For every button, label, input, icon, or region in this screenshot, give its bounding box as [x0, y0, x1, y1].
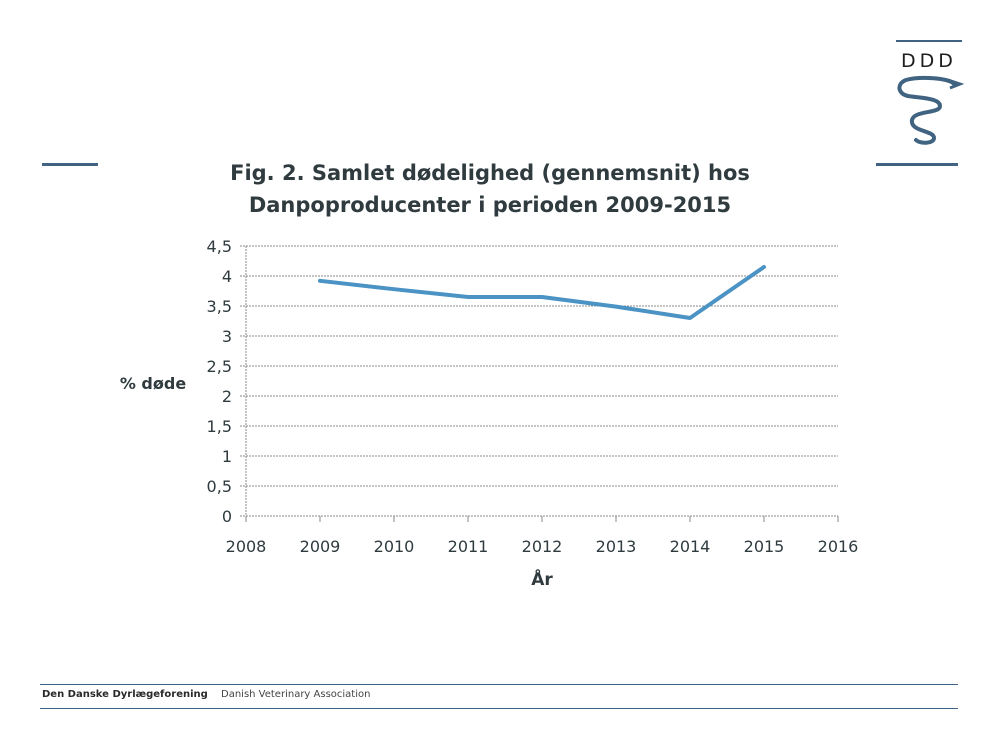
logo-top-bar — [896, 40, 962, 42]
x-axis-ticks: 2008 2009 2010 2011 2012 2013 2014 2015 2016 — [226, 516, 859, 556]
chart-title: Fig. 2. Samlet dødelighed (gennemsnit) h… — [230, 161, 750, 217]
y-axis-label: % døde — [120, 374, 187, 393]
x-tick-label: 2016 — [818, 537, 859, 556]
footer-org-name: Den Danske Dyrlægeforening — [42, 689, 208, 700]
y-tick-label: 1 — [222, 447, 232, 466]
x-tick-label: 2009 — [300, 537, 341, 556]
series-group — [318, 265, 766, 320]
y-tick-label: 2 — [222, 387, 232, 406]
serpent-eye-icon — [948, 80, 952, 84]
decorative-rule-right — [876, 163, 958, 166]
gridlines — [240, 245, 838, 517]
y-axis-ticks: 0 0,5 1 1,5 2 2,5 3 3,5 4 4,5 — [207, 237, 232, 526]
footer-rule-top — [40, 684, 958, 685]
y-tick-label: 0,5 — [207, 477, 232, 496]
x-tick-label: 2014 — [670, 537, 711, 556]
x-tick-label: 2008 — [226, 537, 267, 556]
chart-title-line-1: Fig. 2. Samlet dødelighed (gennemsnit) h… — [230, 161, 750, 185]
y-tick-label: 0 — [222, 507, 232, 526]
y-tick-label: 3,5 — [207, 297, 232, 316]
footer-rule-bottom — [40, 708, 958, 709]
x-tick-label: 2010 — [374, 537, 415, 556]
logo-text: DDD — [901, 50, 957, 72]
y-tick-label: 3 — [222, 327, 232, 346]
ddd-logo: DDD — [890, 40, 970, 150]
decorative-rule-left — [42, 163, 98, 166]
series-line — [318, 265, 766, 320]
x-tick-label: 2012 — [522, 537, 563, 556]
y-tick-label: 4 — [222, 267, 232, 286]
x-axis-label: År — [531, 567, 553, 590]
x-tick-label: 2011 — [448, 537, 489, 556]
x-tick-label: 2013 — [596, 537, 637, 556]
y-tick-label: 2,5 — [207, 357, 232, 376]
y-tick-label: 1,5 — [207, 417, 232, 436]
footer: Den Danske Dyrlægeforening Danish Veteri… — [42, 689, 370, 700]
chart-title-line-2: Danpoproducenter i perioden 2009-2015 — [249, 193, 731, 217]
line-chart: Fig. 2. Samlet dødelighed (gennemsnit) h… — [120, 161, 859, 590]
serpent-icon — [897, 75, 956, 145]
footer-org-name-en: Danish Veterinary Association — [221, 689, 371, 700]
x-tick-label: 2015 — [744, 537, 785, 556]
serpent-head-icon — [947, 78, 965, 90]
y-tick-label: 4,5 — [207, 237, 232, 256]
